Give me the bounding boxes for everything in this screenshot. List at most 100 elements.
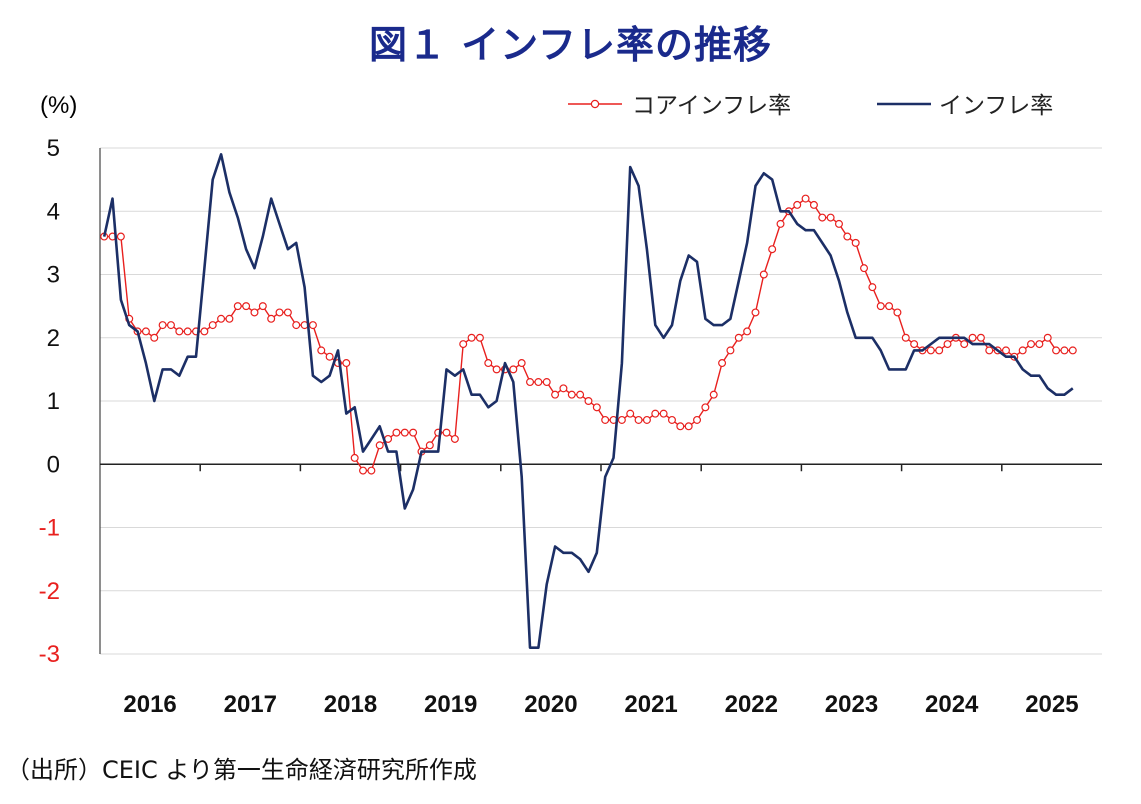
data-point xyxy=(400,428,409,437)
data-point xyxy=(534,378,543,387)
data-point xyxy=(834,219,843,228)
data-point xyxy=(200,327,209,336)
x-tick-label: 2022 xyxy=(725,691,778,718)
data-point xyxy=(450,434,459,443)
data-point xyxy=(1043,333,1052,342)
data-point xyxy=(776,219,785,228)
data-point xyxy=(283,308,292,317)
y-tick-label: 2 xyxy=(47,325,60,352)
series-lines xyxy=(100,153,1077,650)
data-point xyxy=(793,200,802,209)
data-point xyxy=(801,194,810,203)
data-point xyxy=(325,352,334,361)
data-point xyxy=(509,365,518,374)
data-point xyxy=(526,378,535,387)
data-point xyxy=(1068,346,1077,355)
data-point xyxy=(559,384,568,393)
data-point xyxy=(659,409,668,418)
series-line-1 xyxy=(102,153,1074,650)
data-point xyxy=(141,327,150,336)
data-point xyxy=(350,453,359,462)
data-point xyxy=(985,346,994,355)
series-line-0 xyxy=(104,197,1073,472)
y-tick-label: -2 xyxy=(39,578,60,605)
x-tick-label: 2017 xyxy=(224,691,277,718)
data-point xyxy=(158,321,167,330)
data-point xyxy=(484,359,493,368)
legend: コアインフレ率 インフレ率 xyxy=(568,93,1053,119)
data-point xyxy=(634,415,643,424)
data-point xyxy=(359,466,368,475)
data-point xyxy=(976,333,985,342)
data-point xyxy=(843,232,852,241)
x-tick-label: 2016 xyxy=(123,691,176,718)
data-point xyxy=(1001,346,1010,355)
data-point xyxy=(425,441,434,450)
data-point xyxy=(876,302,885,311)
data-point xyxy=(292,321,301,330)
data-point xyxy=(935,346,944,355)
data-point xyxy=(317,346,326,355)
data-point xyxy=(860,264,869,273)
data-point xyxy=(701,403,710,412)
data-point xyxy=(818,213,827,222)
gridlines xyxy=(100,147,1102,655)
y-tick-label: 3 xyxy=(47,262,60,289)
data-point xyxy=(392,428,401,437)
data-point xyxy=(943,340,952,349)
x-tick-label: 2018 xyxy=(324,691,377,718)
data-point xyxy=(718,359,727,368)
data-point xyxy=(826,213,835,222)
data-point xyxy=(768,245,777,254)
data-point xyxy=(1060,346,1069,355)
data-point xyxy=(459,340,468,349)
y-tick-labels: 5 4 3 2 1 0 -1 -2 -3 xyxy=(39,135,60,668)
data-point xyxy=(1027,340,1036,349)
data-point xyxy=(1018,346,1027,355)
data-point xyxy=(551,390,560,399)
data-point xyxy=(885,302,894,311)
data-point xyxy=(242,302,251,311)
y-tick-label: 4 xyxy=(47,198,60,225)
data-point xyxy=(642,415,651,424)
data-point xyxy=(442,428,451,437)
x-tick-label: 2025 xyxy=(1025,691,1078,718)
x-tick-label: 2023 xyxy=(825,691,878,718)
x-tick-label: 2020 xyxy=(524,691,577,718)
data-point xyxy=(960,340,969,349)
data-point xyxy=(116,232,125,241)
y-tick-label: 1 xyxy=(47,388,60,415)
data-point xyxy=(743,327,752,336)
source-note: （出所）CEIC より第一生命経済研究所作成 xyxy=(6,756,477,784)
data-point xyxy=(367,466,376,475)
data-point xyxy=(542,378,551,387)
x-tick-label: 2024 xyxy=(925,691,979,718)
data-point xyxy=(626,409,635,418)
data-point xyxy=(667,415,676,424)
data-point xyxy=(258,302,267,311)
data-point xyxy=(342,359,351,368)
data-point xyxy=(576,390,585,399)
data-point xyxy=(759,270,768,279)
y-tick-label: -3 xyxy=(39,641,60,668)
data-point xyxy=(809,200,818,209)
data-point xyxy=(492,365,501,374)
legend-marker xyxy=(590,99,600,109)
data-point xyxy=(676,422,685,431)
data-point xyxy=(734,333,743,342)
x-tick-label: 2019 xyxy=(424,691,477,718)
data-point xyxy=(208,321,217,330)
data-point xyxy=(409,428,418,437)
legend-label: インフレ率 xyxy=(939,93,1053,119)
page-title: 図１ インフレ率の推移 xyxy=(368,23,773,67)
y-axis-label: (%) xyxy=(40,92,77,119)
x-tick-label: 2021 xyxy=(624,691,677,718)
x-tick-labels: 2016 2017 2018 2019 2020 2021 2022 2023 2024 2025 xyxy=(123,691,1078,718)
data-point xyxy=(233,302,242,311)
data-point xyxy=(308,321,317,330)
data-point xyxy=(225,314,234,323)
data-point xyxy=(166,321,175,330)
data-point xyxy=(693,415,702,424)
data-point xyxy=(684,422,693,431)
